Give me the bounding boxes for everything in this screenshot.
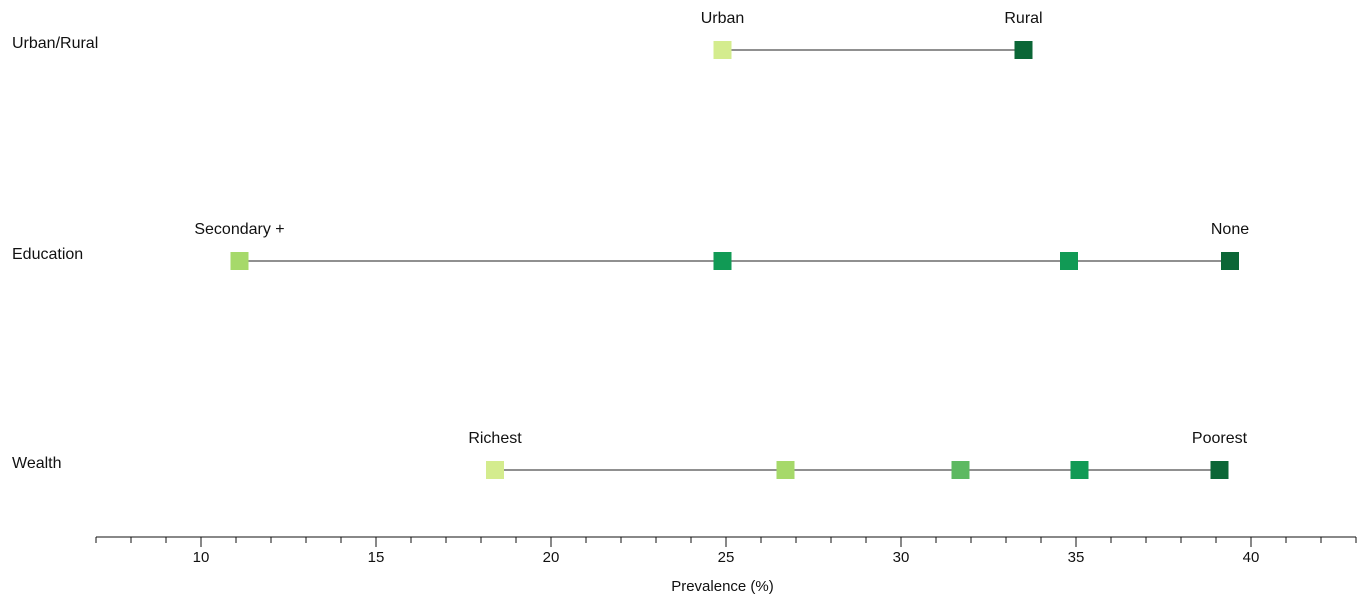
row-label-education: Education (12, 246, 83, 263)
x-axis-title: Prevalence (%) (671, 578, 774, 595)
marker-education-1 (713, 252, 732, 270)
tick-label-35: 35 (1068, 549, 1085, 566)
x-axis: 10 15 20 25 30 35 40 Prevalence (%) (95, 536, 1357, 595)
marker-wealth-3 (1070, 461, 1089, 479)
rows-layer: Urban/Rural Urban Rural Education Secondary … (12, 10, 1249, 479)
row-label-wealth: Wealth (12, 455, 62, 472)
point-label-secondary: Secondary + (194, 221, 284, 238)
row-wealth: Wealth Richest Poorest (12, 430, 1248, 479)
marker-urban-rural-1 (1014, 41, 1033, 59)
marker-urban-rural-0 (713, 41, 732, 59)
tick-label-15: 15 (368, 549, 385, 566)
marker-education-0 (230, 252, 249, 270)
tick-label-30: 30 (893, 549, 910, 566)
marker-wealth-0 (486, 461, 504, 479)
point-label-urban: Urban (701, 10, 745, 27)
point-label-richest: Richest (468, 430, 522, 447)
point-label-poorest: Poorest (1192, 430, 1248, 447)
tick-label-25: 25 (718, 549, 735, 566)
tick-label-40: 40 (1243, 549, 1260, 566)
marker-wealth-1 (776, 461, 795, 479)
point-label-none: None (1211, 221, 1249, 238)
tick-label-10: 10 (193, 549, 210, 566)
tick-label-20: 20 (543, 549, 560, 566)
row-urban-rural: Urban/Rural Urban Rural (12, 10, 1043, 59)
row-label-urban-rural: Urban/Rural (12, 35, 98, 52)
marker-education-2 (1060, 252, 1078, 270)
marker-wealth-2 (951, 461, 970, 479)
marker-education-3 (1221, 252, 1239, 270)
point-label-rural: Rural (1004, 10, 1042, 27)
row-education: Education Secondary + None (12, 221, 1249, 270)
marker-wealth-4 (1210, 461, 1229, 479)
